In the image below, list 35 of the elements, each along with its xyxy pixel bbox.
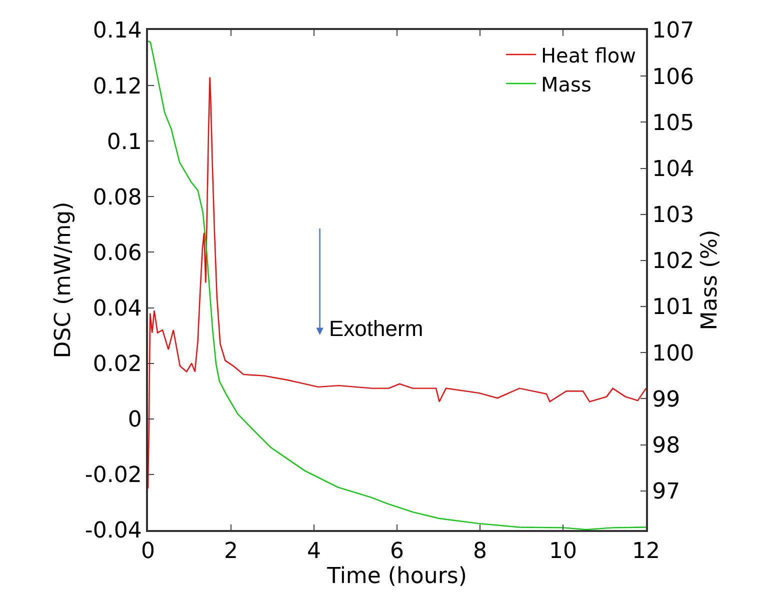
annotation: Exotherm: [329, 316, 424, 341]
x-tick-label: 2: [224, 539, 238, 564]
y2-tick-label: 98: [652, 433, 680, 458]
y-tick-label: 0.04: [92, 296, 142, 322]
y-tick-label: 0.02: [92, 352, 142, 378]
y-tick-label: 0.1: [106, 130, 142, 155]
y-tick-label: 0.06: [92, 240, 142, 266]
legend-label: Heat flow: [541, 43, 636, 68]
y2-tick-label: 103: [652, 203, 694, 228]
y2-tick-label: 104: [652, 156, 694, 182]
line-series: [148, 76, 646, 489]
y2-tick-label: 99: [652, 387, 680, 412]
x-tick-label: 6: [390, 539, 404, 564]
y-tick-label: 0.08: [92, 185, 142, 210]
y2-tick-label: 107: [652, 18, 694, 44]
y2-tick-label: 102: [652, 249, 694, 274]
y-tick-label: -0.04: [84, 518, 142, 544]
x-tick-label: 10: [549, 539, 577, 564]
x-tick-label: 12: [632, 539, 660, 564]
y-tick-label: 0.14: [92, 18, 142, 44]
y-tick-label: -0.02: [84, 463, 142, 488]
y2-tick-label: 106: [652, 64, 694, 90]
x-tick-label: 4: [307, 539, 321, 564]
y2-tick-label: 101: [652, 295, 694, 320]
x-axis-title: Time (hours): [326, 564, 467, 590]
legend-label: Mass: [541, 72, 592, 96]
y2-tick-label: 105: [652, 110, 694, 136]
x-tick-label: 8: [473, 539, 487, 564]
y-tick-label: 0.12: [92, 74, 142, 100]
y2-tick-label: 100: [652, 341, 694, 366]
y-axis-title: DSC (mW/mg): [51, 202, 76, 358]
y2-tick-label: 97: [652, 480, 680, 505]
line-series: [148, 40, 646, 530]
y2-axis-title: Mass (%): [698, 230, 723, 330]
y-tick-label: 0: [128, 408, 142, 433]
